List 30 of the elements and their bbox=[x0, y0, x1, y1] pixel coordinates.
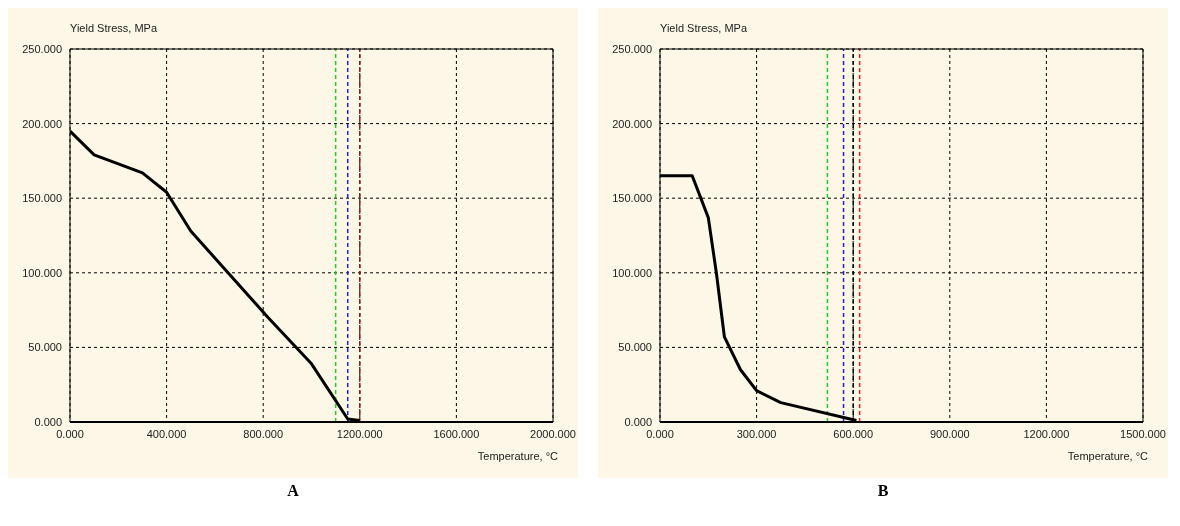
y-tick-label: 50.000 bbox=[618, 341, 652, 354]
x-tick-label: 1200.000 bbox=[1023, 427, 1070, 440]
y-tick-label: 50.000 bbox=[28, 341, 62, 354]
x-axis-title: Temperature, °C bbox=[1067, 450, 1148, 462]
x-tick-label: 800.000 bbox=[243, 427, 284, 440]
x-tick-label: 1200.000 bbox=[336, 427, 383, 440]
y-tick-label: 100.000 bbox=[22, 266, 62, 279]
x-tick-label: 0.000 bbox=[56, 427, 84, 440]
y-tick-label: 0.000 bbox=[624, 415, 652, 428]
x-tick-label: 600.000 bbox=[833, 427, 874, 440]
y-tick-label: 150.000 bbox=[22, 192, 62, 205]
x-tick-label: 900.000 bbox=[929, 427, 970, 440]
y-tick-label: 200.000 bbox=[22, 117, 62, 130]
y-axis-title: Yield Stress, MPa bbox=[70, 22, 158, 34]
text: A bbox=[8, 482, 578, 500]
y-axis-title: Yield Stress, MPa bbox=[660, 22, 748, 34]
x-tick-label: 1600.000 bbox=[433, 427, 480, 440]
x-axis-title: Temperature, °C bbox=[477, 450, 558, 462]
x-tick-label: 0.000 bbox=[646, 427, 674, 440]
y-tick-label: 150.000 bbox=[612, 192, 652, 205]
y-tick-label: 250.000 bbox=[612, 42, 652, 55]
text: B bbox=[598, 482, 1168, 500]
x-tick-label: 1500.000 bbox=[1120, 427, 1166, 440]
y-tick-label: 100.000 bbox=[612, 266, 652, 279]
x-tick-label: 400.000 bbox=[146, 427, 187, 440]
y-tick-label: 250.000 bbox=[22, 42, 62, 55]
y-tick-label: 200.000 bbox=[612, 117, 652, 130]
y-tick-label: 0.000 bbox=[34, 415, 62, 428]
x-tick-label: 300.000 bbox=[736, 427, 777, 440]
x-tick-label: 2000.000 bbox=[530, 427, 576, 440]
